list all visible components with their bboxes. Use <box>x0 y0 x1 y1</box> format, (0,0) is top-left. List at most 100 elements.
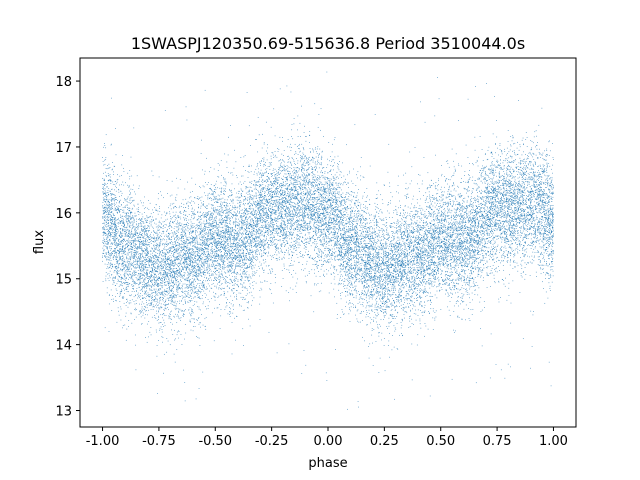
data-point <box>456 233 458 235</box>
data-point <box>172 295 174 296</box>
data-point <box>106 186 108 188</box>
data-point <box>183 235 184 237</box>
data-point <box>341 224 343 225</box>
data-point <box>551 239 553 241</box>
data-point <box>525 200 527 202</box>
data-point <box>321 151 323 153</box>
data-point <box>226 222 228 224</box>
data-point <box>115 233 116 235</box>
data-point <box>232 214 233 215</box>
data-point <box>466 232 468 233</box>
data-point <box>220 276 221 277</box>
data-point <box>475 218 477 220</box>
data-point <box>304 210 305 211</box>
data-point <box>259 229 261 230</box>
data-point <box>380 257 382 258</box>
data-point <box>367 195 368 197</box>
data-point <box>227 259 229 261</box>
data-point <box>527 207 529 208</box>
data-point <box>369 165 371 167</box>
data-point <box>354 263 356 265</box>
data-point <box>469 302 471 303</box>
data-point <box>244 196 246 198</box>
data-point <box>550 385 552 387</box>
data-point <box>240 244 242 246</box>
data-point <box>500 180 502 181</box>
data-point <box>219 220 221 222</box>
data-point <box>510 145 512 147</box>
data-point <box>270 289 272 291</box>
data-point <box>162 294 164 296</box>
data-point <box>403 274 405 275</box>
data-point <box>256 245 258 247</box>
data-point <box>103 242 104 244</box>
data-point <box>287 159 289 160</box>
data-point <box>336 200 338 202</box>
data-point <box>175 259 176 260</box>
data-point <box>277 247 279 248</box>
data-point <box>217 265 219 267</box>
data-point <box>387 238 389 239</box>
data-point <box>360 256 362 258</box>
data-point <box>418 243 419 244</box>
data-point <box>384 293 385 295</box>
data-point <box>291 168 292 169</box>
data-point <box>374 272 376 274</box>
data-point <box>409 242 410 244</box>
data-point <box>273 108 275 110</box>
data-point <box>259 213 260 214</box>
data-point <box>134 248 136 249</box>
data-point <box>191 208 193 210</box>
data-point <box>162 250 164 251</box>
data-point <box>283 218 285 220</box>
data-point <box>322 253 324 254</box>
data-point <box>139 281 140 283</box>
data-point <box>527 196 529 197</box>
data-point <box>135 233 137 235</box>
data-point <box>445 253 446 255</box>
data-point <box>260 219 262 220</box>
data-point <box>252 226 253 228</box>
data-point <box>496 249 498 251</box>
data-point <box>339 206 341 207</box>
data-point <box>118 230 120 232</box>
data-point <box>394 327 396 329</box>
data-point <box>217 235 218 236</box>
data-point <box>454 265 456 267</box>
data-point <box>160 314 162 316</box>
data-point <box>293 216 295 218</box>
data-point <box>489 286 491 287</box>
data-point <box>455 214 457 216</box>
data-point <box>228 250 230 251</box>
data-point <box>516 167 517 168</box>
data-point <box>140 260 142 262</box>
data-point <box>483 217 485 219</box>
data-point <box>367 243 369 244</box>
data-point <box>484 154 486 155</box>
data-point <box>407 252 408 254</box>
data-point <box>412 230 414 232</box>
data-point <box>523 236 525 238</box>
data-point <box>344 240 346 242</box>
data-point <box>383 255 385 257</box>
data-point <box>224 241 226 243</box>
data-point <box>539 209 541 211</box>
data-point <box>341 201 342 203</box>
data-point <box>385 300 387 302</box>
data-point <box>445 230 446 232</box>
data-point <box>307 205 308 206</box>
data-point <box>368 309 370 311</box>
data-point <box>176 207 178 208</box>
data-point <box>147 269 149 271</box>
data-point <box>450 217 452 219</box>
data-point <box>397 246 399 248</box>
data-point <box>518 198 520 200</box>
data-point <box>325 233 326 235</box>
data-point <box>433 231 434 233</box>
data-point <box>306 228 308 230</box>
data-point <box>426 237 427 239</box>
data-point <box>495 152 496 154</box>
data-point <box>268 240 269 241</box>
data-point <box>211 259 213 261</box>
data-point <box>451 226 453 228</box>
